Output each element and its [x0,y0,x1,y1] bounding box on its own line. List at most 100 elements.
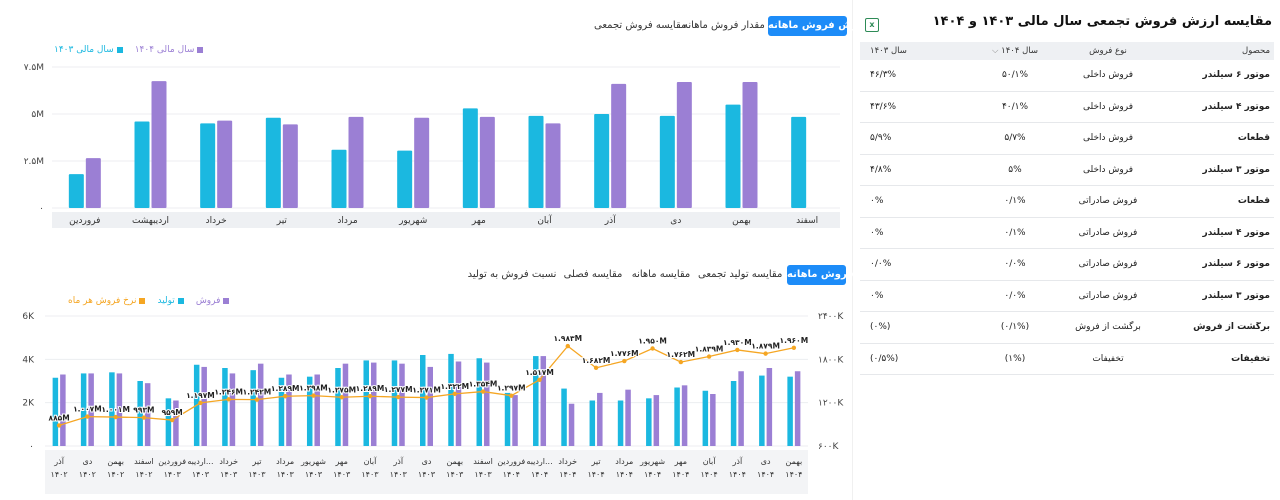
bar-1404[interactable] [348,116,364,208]
bar-production[interactable] [730,381,737,446]
bar-1403[interactable] [265,117,281,208]
bar-1403[interactable] [659,115,675,208]
rate-point[interactable] [424,395,429,400]
bar-1403[interactable] [397,150,413,208]
rate-point[interactable] [311,393,316,398]
table-row[interactable]: قطعات فروش صادراتی ۰/۱% ۰% [860,186,1274,218]
rate-point[interactable] [509,393,514,398]
bar-production[interactable] [222,368,228,446]
header-sale-type[interactable]: نوع فروش [1089,46,1127,56]
bar-production[interactable] [363,360,369,446]
bar-production[interactable] [52,377,59,446]
table-row[interactable]: موتور ۳ سیلندر فروش داخلی ۵% ۴/۸% [860,155,1274,186]
rate-point[interactable] [226,397,231,402]
bar-production[interactable] [420,355,426,446]
bar-production[interactable] [702,390,709,446]
table-row[interactable]: قطعات فروش داخلی ۵/۷% ۵/۹% [860,123,1274,155]
rate-point[interactable] [283,394,288,399]
bar-sales[interactable] [794,371,801,446]
bar-production[interactable] [674,387,680,447]
rate-point[interactable] [452,391,457,397]
bar-sales[interactable] [540,356,547,446]
bar-sales[interactable] [229,373,236,446]
bar-production[interactable] [561,388,567,446]
table-row[interactable]: تخفیفات تخفیفات (۱%) (۰/۵%) [860,344,1274,375]
bar-sales[interactable] [455,361,462,447]
bar-1404[interactable] [85,158,101,208]
legend-item-rate[interactable]: نرخ فروش هر ماه [68,296,146,306]
bar-sales[interactable] [766,368,773,446]
tab-cumulative-sales-comparison[interactable]: مقایسه فروش تجمعی [594,20,687,31]
table-row[interactable]: موتور ۴ سیلندر فروش صادراتی ۰/۱% ۰% [860,218,1274,249]
bar-1403[interactable] [134,121,150,208]
bar-1404[interactable] [742,82,758,208]
header-product[interactable]: محصول [1242,46,1270,56]
rate-point[interactable] [85,414,90,419]
bar-1404[interactable] [479,116,495,208]
header-year-1404[interactable]: سال ۱۴۰۴ ⌵ [980,46,1050,56]
tab-seasonal-comparison[interactable]: مقایسه فصلی [563,269,623,280]
tab-monthly-comparison[interactable]: مقایسه ماهانه [631,269,691,280]
bar-sales[interactable] [116,373,123,446]
bar-production[interactable] [109,372,115,446]
rate-point[interactable] [622,358,627,364]
rate-point[interactable] [735,347,740,353]
legend-item-1404[interactable]: سال مالی ۱۴۰۴ [135,45,204,55]
bar-1403[interactable] [791,116,807,208]
bar-sales[interactable] [568,403,575,446]
bar-sales[interactable] [653,395,660,446]
table-row[interactable]: برگشت از فروش برگشت از فروش (۰/۱%) (۰%) [860,312,1274,344]
bar-1403[interactable] [462,108,478,208]
bar-sales[interactable] [427,366,434,446]
bar-1403[interactable] [200,123,216,208]
bar-sales[interactable] [738,371,744,446]
bar-sales[interactable] [484,362,490,446]
bar-1403[interactable] [331,149,347,208]
rate-point[interactable] [763,351,768,356]
bar-production[interactable] [165,398,172,446]
bar-sales[interactable] [286,374,292,447]
bar-1404[interactable] [676,82,692,208]
bar-production[interactable] [306,376,313,446]
bar-1404[interactable] [545,123,561,208]
legend-item-production[interactable]: تولید [157,296,184,306]
bar-sales[interactable] [60,374,66,447]
bar-sales[interactable] [399,363,405,446]
bar-sales[interactable] [597,392,603,446]
bar-sales[interactable] [173,400,179,447]
rate-point[interactable] [791,345,797,350]
bar-sales[interactable] [144,383,151,446]
bar-sales[interactable] [342,363,349,446]
bar-sales[interactable] [625,389,631,446]
bar-1404[interactable] [414,117,430,208]
bar-1403[interactable] [68,174,84,208]
bar-production[interactable] [448,353,454,446]
bar-sales[interactable] [512,395,518,446]
bar-production[interactable] [589,400,596,447]
bar-production[interactable] [335,368,341,446]
bar-sales[interactable] [710,394,716,446]
tab-monthly-sales[interactable]: فروش ماهانه [787,265,854,285]
rate-point[interactable] [480,389,486,394]
bar-1403[interactable] [528,115,544,208]
bar-production[interactable] [646,398,652,446]
rate-point[interactable] [367,394,373,399]
bar-production[interactable] [533,356,539,446]
tab-cumulative-production[interactable]: مقایسه تولید تجمعی [698,269,783,280]
rate-point[interactable] [198,400,203,406]
bar-1403[interactable] [725,104,741,208]
bar-production[interactable] [787,376,793,446]
bar-production[interactable] [759,375,765,446]
bar-1404[interactable] [282,124,298,208]
bar-sales[interactable] [257,363,264,446]
table-row[interactable]: موتور ۴ سیلندر فروش داخلی ۴۰/۱% ۴۳/۶% [860,92,1274,123]
excel-export-icon[interactable]: x [865,18,879,32]
bar-production[interactable] [250,370,256,446]
bar-1403[interactable] [594,114,610,208]
bar-production[interactable] [137,381,143,446]
rate-point[interactable] [706,354,712,359]
bar-1404[interactable] [611,83,627,208]
rate-point[interactable] [396,394,401,400]
tab-sales-to-production-ratio[interactable]: نسبت فروش به تولید [467,269,557,280]
bar-production[interactable] [80,373,87,446]
